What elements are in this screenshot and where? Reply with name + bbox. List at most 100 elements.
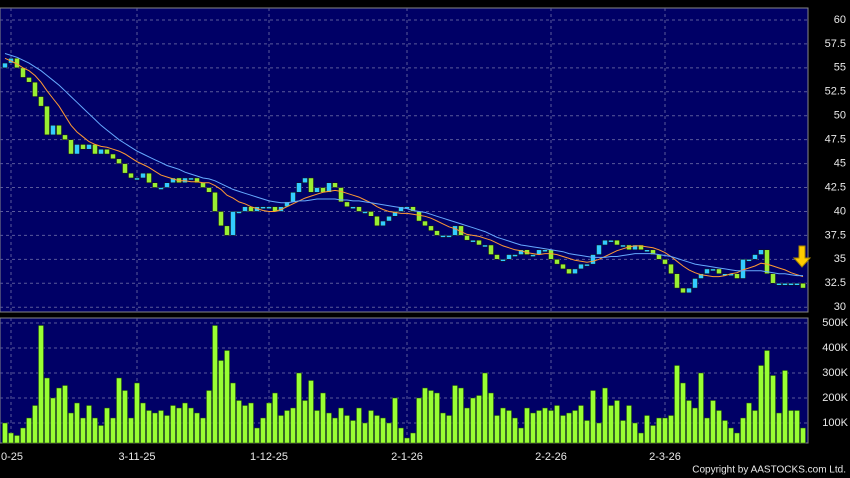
candle-body bbox=[770, 273, 776, 284]
candle-body bbox=[188, 177, 194, 181]
volume-bar bbox=[20, 427, 26, 444]
arrow-icon bbox=[792, 245, 812, 268]
volume-bar bbox=[164, 415, 170, 444]
volume-bar bbox=[686, 400, 692, 444]
candle-body bbox=[464, 235, 470, 241]
y-tick-label: 40 bbox=[834, 205, 846, 217]
volume-bar bbox=[602, 387, 608, 444]
candle-body bbox=[644, 249, 650, 253]
volume-bar bbox=[776, 412, 782, 444]
candle-body bbox=[752, 254, 758, 260]
candle-body bbox=[608, 239, 614, 243]
volume-bar bbox=[146, 410, 152, 444]
volume-bar bbox=[272, 392, 278, 444]
y-tick-label: 30 bbox=[834, 301, 846, 313]
volume-bar bbox=[554, 405, 560, 444]
volume-bar bbox=[668, 415, 674, 444]
candle-body bbox=[800, 283, 806, 289]
volume-bar bbox=[638, 432, 644, 444]
volume-bar bbox=[38, 325, 44, 444]
candle-body bbox=[674, 273, 680, 289]
candle-body bbox=[32, 81, 38, 97]
volume-bar bbox=[434, 392, 440, 444]
candle-body bbox=[356, 206, 362, 212]
volume-bar bbox=[356, 407, 362, 444]
volume-bar bbox=[278, 415, 284, 444]
candle-body bbox=[542, 249, 548, 253]
volume-bar bbox=[92, 417, 98, 444]
volume-bar bbox=[2, 422, 8, 444]
candle-body bbox=[710, 268, 716, 272]
volume-bar bbox=[422, 387, 428, 444]
candle-body bbox=[242, 206, 248, 212]
candle-body bbox=[338, 187, 344, 203]
y-tick-label: 200K bbox=[822, 392, 848, 404]
volume-bar bbox=[248, 402, 254, 444]
candle-body bbox=[680, 287, 686, 294]
candle-body bbox=[518, 249, 524, 255]
volume-bar bbox=[536, 410, 542, 444]
candle-body bbox=[146, 172, 152, 183]
volume-bar bbox=[152, 412, 158, 444]
volume-bar bbox=[734, 432, 740, 444]
volume-bar bbox=[758, 365, 764, 444]
candle-body bbox=[2, 62, 8, 69]
volume-bar bbox=[344, 415, 350, 444]
volume-bar bbox=[236, 400, 242, 444]
y-tick-label: 400K bbox=[822, 342, 848, 354]
volume-bar bbox=[176, 407, 182, 444]
volume-bar bbox=[350, 420, 356, 444]
volume-bar bbox=[14, 435, 20, 444]
volume-bar bbox=[314, 410, 320, 444]
candle-body bbox=[422, 220, 428, 227]
candle-body bbox=[488, 244, 494, 255]
candle-body bbox=[296, 182, 302, 193]
candle-body bbox=[164, 182, 170, 188]
candle-body bbox=[260, 206, 266, 209]
volume-bar bbox=[770, 375, 776, 444]
volume-bar bbox=[122, 390, 128, 444]
candle-body bbox=[512, 254, 518, 257]
volume-bar bbox=[560, 415, 566, 444]
y-tick-label: 57.5 bbox=[825, 38, 846, 50]
volume-bar bbox=[134, 382, 140, 444]
volume-bar bbox=[596, 422, 602, 444]
volume-bar bbox=[392, 397, 398, 444]
candle-body bbox=[362, 211, 368, 214]
volume-bar bbox=[386, 422, 392, 444]
candle-body bbox=[572, 268, 578, 274]
volume-bar bbox=[206, 390, 212, 444]
volume-bar bbox=[458, 387, 464, 444]
candle-body bbox=[758, 249, 764, 255]
volume-bar bbox=[680, 382, 686, 444]
volume-bar bbox=[698, 372, 704, 444]
y-tick-label: 45 bbox=[834, 157, 846, 169]
volume-bar bbox=[446, 415, 452, 444]
candle-body bbox=[416, 211, 422, 222]
y-tick-label: 55 bbox=[834, 62, 846, 74]
y-tick-label: 500K bbox=[822, 317, 848, 329]
volume-bar bbox=[524, 407, 530, 444]
volume-bar bbox=[746, 402, 752, 444]
volume-bar bbox=[518, 427, 524, 444]
candle-body bbox=[308, 177, 314, 193]
volume-bar bbox=[788, 410, 794, 444]
candle-body bbox=[686, 287, 692, 294]
candle-body bbox=[428, 225, 434, 231]
candle-body bbox=[200, 182, 206, 188]
candle-body bbox=[98, 148, 104, 155]
volume-bar bbox=[464, 407, 470, 444]
volume-bar bbox=[302, 400, 308, 444]
volume-bar bbox=[44, 377, 50, 444]
volume-bar bbox=[362, 422, 368, 444]
y-tick-label: 35 bbox=[834, 253, 846, 265]
volume-bar bbox=[26, 417, 32, 444]
volume-bar bbox=[728, 427, 734, 444]
candle-body bbox=[398, 206, 404, 212]
candle-body bbox=[560, 263, 566, 270]
volume-bar bbox=[710, 400, 716, 444]
candle-body bbox=[596, 244, 602, 255]
volume-bar bbox=[620, 420, 626, 444]
volume-bar bbox=[584, 420, 590, 444]
